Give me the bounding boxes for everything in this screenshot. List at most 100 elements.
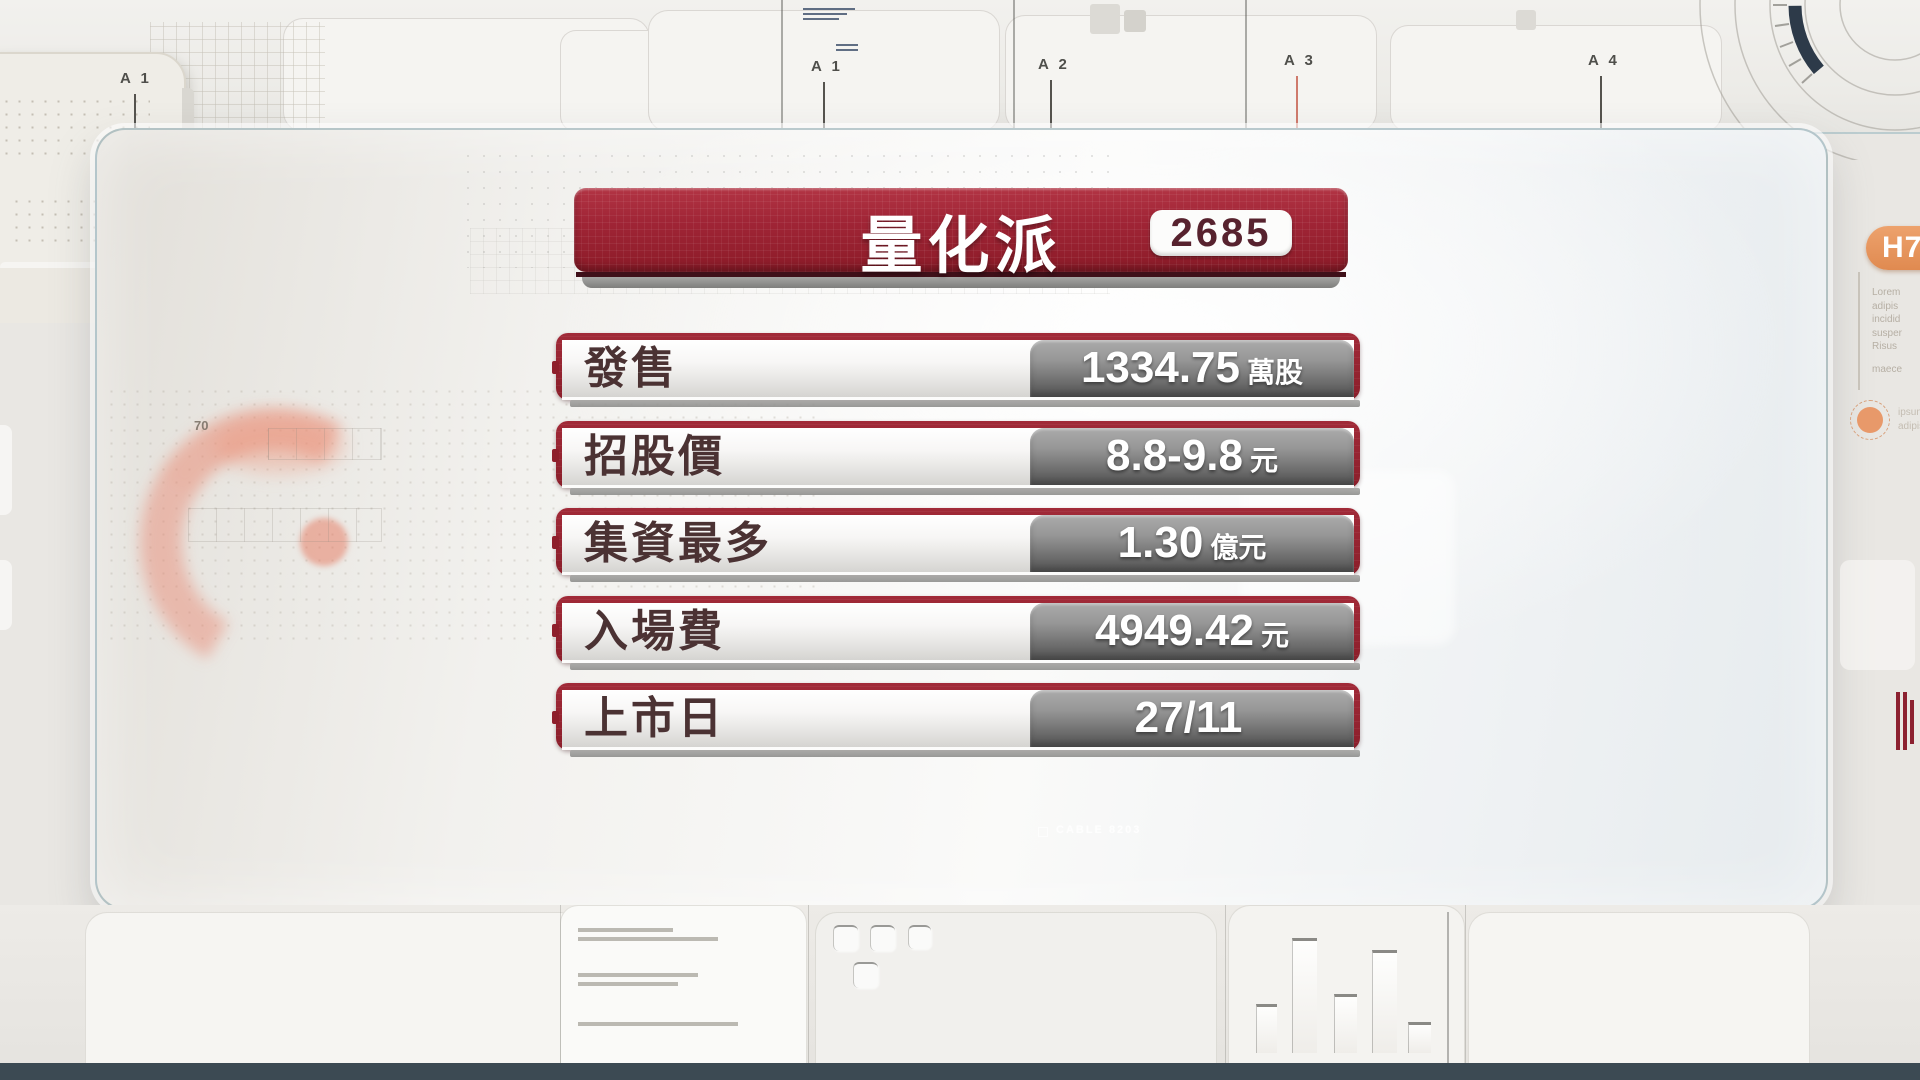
mini-bar [1292, 938, 1317, 1053]
marquee-grid [188, 508, 382, 542]
checkbox-shape [870, 925, 895, 951]
title-bar-shadow [582, 277, 1340, 288]
panel-seam [1013, 0, 1015, 130]
row-label: 招股價 [584, 432, 725, 481]
row-label: 發售 [584, 344, 678, 393]
table-row: 集資最多 1.30 億元 [552, 508, 1360, 586]
bottom-card [1468, 912, 1810, 1080]
table-row: 發售 1334.75 萬股 [552, 333, 1360, 411]
row-unit: 萬股 [1247, 357, 1304, 388]
lorem-line: Lorem [1872, 287, 1901, 298]
frame-tick [823, 82, 825, 137]
panel-seam [1225, 905, 1226, 1080]
row-value-box: 1334.75 萬股 [1030, 340, 1354, 397]
mini-bar-chart [1256, 935, 1456, 1053]
mini-bar [1256, 1004, 1277, 1053]
plant-stem-line [1447, 912, 1449, 1080]
row-value: 1334.75 [1080, 343, 1241, 392]
frame-tick-red [1296, 76, 1298, 131]
dot-caption: ipsum adipis [1898, 406, 1920, 433]
card-edge [0, 262, 165, 272]
row-value-box: 4949.42 元 [1030, 603, 1354, 660]
top-card [1005, 15, 1377, 132]
edge-tab [0, 425, 12, 515]
lorem-text-block: Lorem adipis incidid susper Risus maece [1872, 286, 1902, 376]
decor-square [1090, 4, 1120, 34]
bottom-card [560, 905, 807, 1080]
row-unit: 元 [1261, 620, 1290, 651]
decor-square [1124, 10, 1146, 32]
row-left-notch [552, 711, 559, 724]
frame-label-card: A 1 [120, 70, 152, 87]
table-row: 入場費 4949.42 元 [552, 596, 1360, 674]
table-row: 招股價 8.8-9.8 元 [552, 421, 1360, 499]
right-badge: H7 [1866, 226, 1920, 270]
ghost-label: CABLE 8203 [1056, 824, 1142, 836]
row-value: 8.8-9.8 [1106, 431, 1243, 480]
placeholder-text-block [578, 973, 698, 991]
soft-card [1840, 560, 1915, 670]
row-left-notch [552, 449, 559, 462]
row-value: 1.30 [1117, 518, 1204, 567]
bottom-card [85, 912, 582, 1080]
placeholder-text-block [578, 928, 718, 946]
footer-dark-bar [0, 1063, 1920, 1080]
mini-bar [1372, 950, 1397, 1053]
salmon-blob [215, 418, 345, 473]
lorem-line: Risus [1872, 341, 1898, 352]
lorem-line: susper [1872, 327, 1903, 339]
title-bar: 量化派 2685 [574, 188, 1348, 290]
row-unit: 億元 [1210, 532, 1267, 563]
row-value-box: 1.30 億元 [1030, 515, 1354, 572]
row-label: 上市日 [584, 694, 725, 743]
caption-line: ipsum [1898, 407, 1920, 418]
row-shadow [570, 575, 1360, 582]
frame-tick [1600, 76, 1602, 131]
panel-seam [808, 905, 809, 1080]
row-value-box: 8.8-9.8 元 [1030, 428, 1354, 485]
orange-dot [1857, 407, 1883, 433]
decor-square [1516, 10, 1536, 30]
salmon-dot [300, 518, 348, 566]
dial-gauge-decoration [1699, 0, 1920, 160]
lorem-line: adipis [1872, 300, 1899, 312]
frame-tick [1050, 80, 1052, 135]
panel-seam [781, 0, 783, 130]
company-name: 量化派 [860, 212, 1062, 281]
checkbox-shape [853, 962, 878, 988]
row-value: 4949.42 [1094, 606, 1255, 655]
edge-tab [0, 560, 12, 630]
row-label: 集資最多 [584, 519, 772, 568]
panel-seam [1465, 905, 1466, 1080]
frame-tick [134, 94, 136, 128]
panel-seam [560, 905, 561, 1080]
frame-label-a3: A 3 [1284, 52, 1316, 69]
table-row: 上市日 27/11 [552, 683, 1360, 761]
spec-text-lines [803, 8, 863, 23]
left-tick-label: 70 [194, 418, 209, 433]
row-left-notch [552, 536, 559, 549]
red-marker-bar [1910, 700, 1914, 744]
row-shadow [570, 400, 1360, 407]
stock-code-badge: 2685 [1150, 210, 1292, 256]
right-divider-line [1858, 272, 1860, 390]
title-bar-underline [576, 272, 1346, 277]
placeholder-text-block [578, 1022, 738, 1031]
caption-line: adipis [1898, 420, 1920, 432]
row-unit: 元 [1249, 445, 1278, 476]
row-value-box: 27/11 [1030, 690, 1354, 747]
checkbox-shape [833, 925, 858, 951]
mini-bar [1334, 994, 1357, 1053]
row-shadow [570, 488, 1360, 495]
ghost-square [1038, 827, 1048, 837]
frame-label-a2: A 2 [1038, 56, 1070, 73]
red-marker-bar [1896, 692, 1900, 750]
spec-text-lines [836, 44, 866, 54]
row-left-notch [552, 361, 559, 374]
row-value: 27/11 [1134, 693, 1243, 742]
marquee-grid [268, 428, 382, 460]
red-marker-bar [1903, 692, 1907, 750]
row-left-notch [552, 624, 559, 637]
mini-bar [1408, 1022, 1431, 1053]
